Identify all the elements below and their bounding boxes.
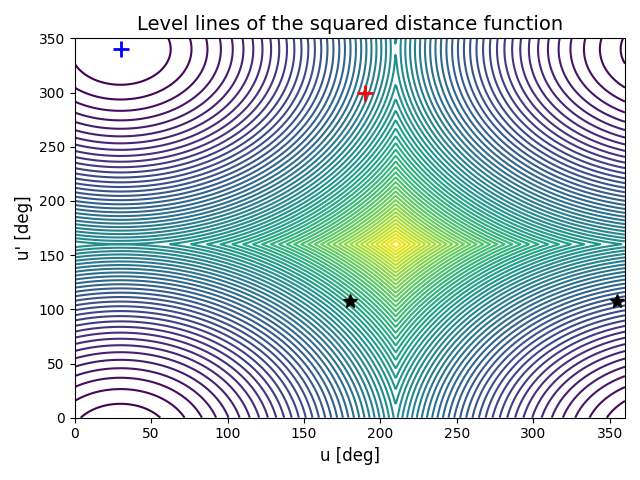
Y-axis label: u' [deg]: u' [deg] xyxy=(15,196,33,260)
X-axis label: u [deg]: u [deg] xyxy=(320,447,380,465)
Title: Level lines of the squared distance function: Level lines of the squared distance func… xyxy=(137,15,563,34)
